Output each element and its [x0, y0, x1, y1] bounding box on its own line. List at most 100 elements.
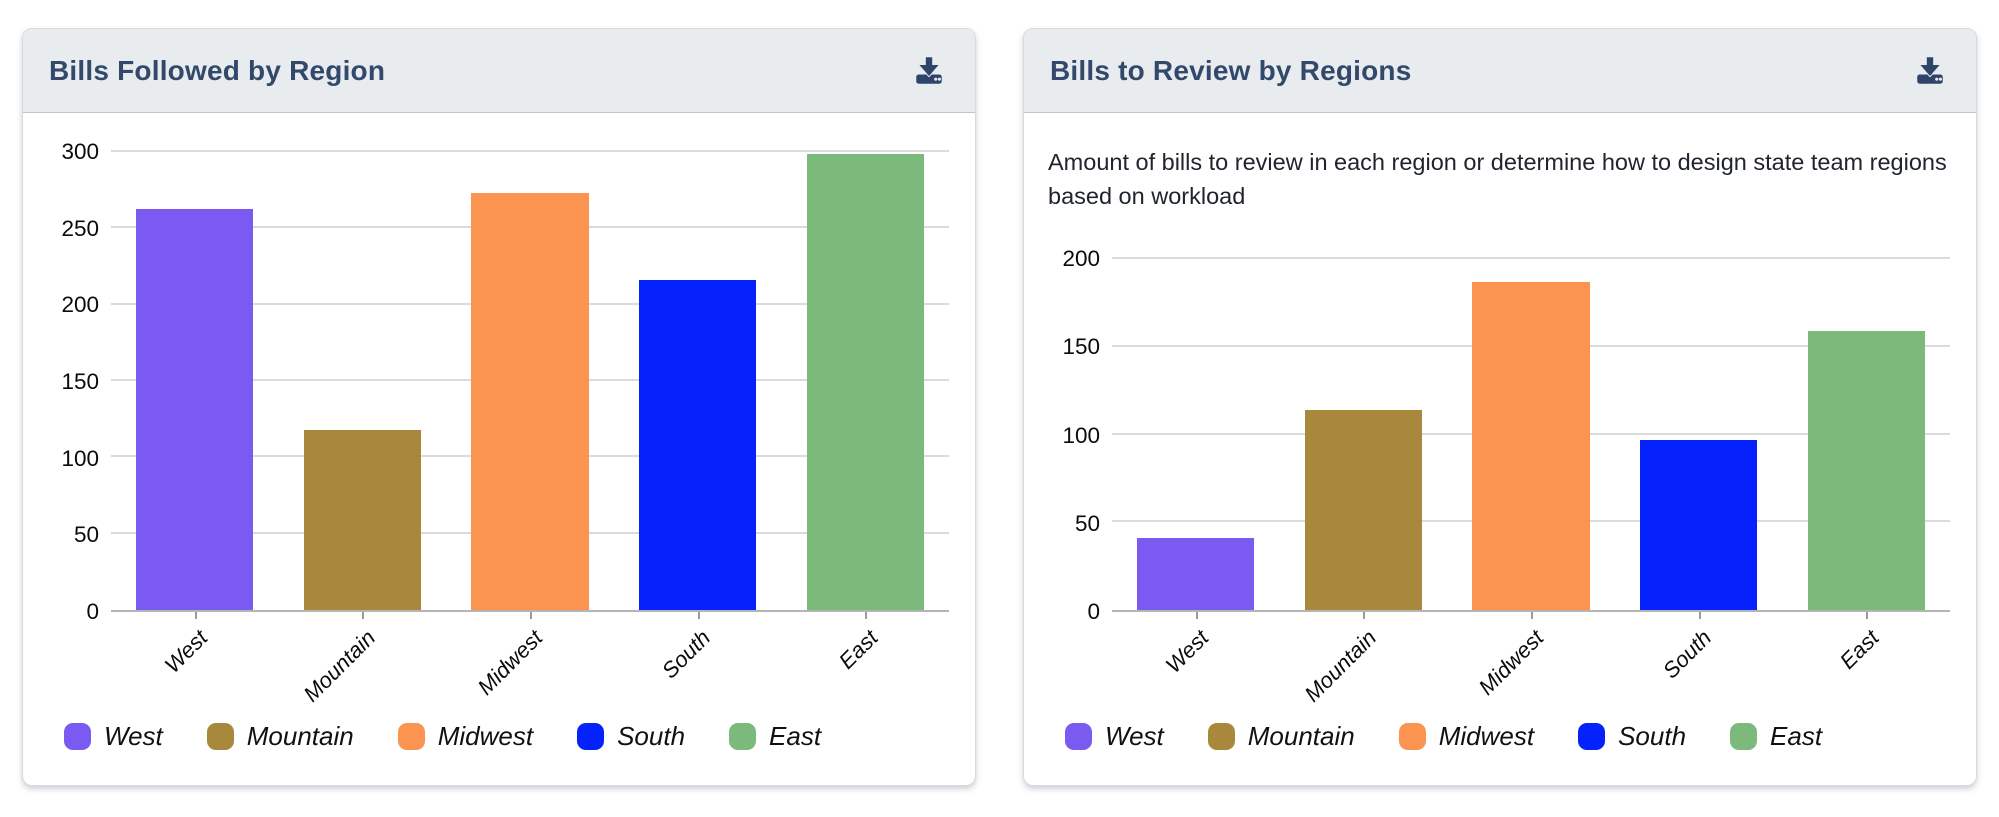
x-tick-label: South [1657, 625, 1717, 684]
y-tick-label: 150 [61, 369, 99, 394]
gridline [111, 150, 949, 152]
x-axis: West Mountain Midwest South East [1112, 612, 1950, 715]
legend-swatch [397, 723, 425, 750]
legend-label: South [1618, 721, 1687, 751]
band-west [111, 152, 279, 610]
legend-item-mountain: Mountain [206, 721, 354, 752]
legend-swatch [1065, 723, 1092, 750]
legend-swatch [64, 723, 91, 750]
gridline [1112, 257, 1950, 259]
legend-item-south: South [577, 721, 685, 752]
x-cell: Mountain [1280, 612, 1448, 715]
chart-title: Bills to Review by Regions [1050, 54, 1412, 86]
bar-chart-bills-to-review: 0 50 100 150 200 West Mountain Midwest South Eas… [1044, 246, 1950, 752]
download-button[interactable] [909, 51, 949, 91]
x-cell: South [1615, 612, 1783, 715]
charts-dashboard: Bills Followed by Region 0 50 100 150 200 250… [22, 28, 1977, 786]
y-tick-label: 50 [1074, 510, 1100, 536]
download-button[interactable] [1910, 51, 1950, 91]
x-axis-spacer [1044, 612, 1112, 715]
legend: West Mountain Midwest South East [1065, 721, 1950, 752]
x-cell: Mountain [279, 612, 447, 715]
x-tick-label: Midwest [472, 625, 548, 700]
plot-area [1112, 257, 1950, 612]
x-cell: East [1782, 612, 1950, 715]
band-east [1782, 259, 1950, 610]
legend-label: Mountain [1247, 721, 1355, 751]
x-tick-label: South [656, 625, 716, 684]
bar-south[interactable] [1639, 439, 1758, 610]
legend-item-south: South [1578, 721, 1686, 752]
plot-area [111, 150, 949, 612]
axis-tick [1530, 612, 1533, 619]
axis-tick [1698, 612, 1701, 619]
x-cell: Midwest [446, 612, 614, 715]
x-axis-spacer [43, 612, 111, 715]
chart-card-bills-followed: Bills Followed by Region 0 50 100 150 200 250… [22, 28, 976, 786]
legend-item-west: West [64, 721, 163, 752]
x-tick-label: West [1160, 625, 1214, 678]
legend-swatch [1730, 723, 1758, 750]
y-tick-label: 100 [61, 445, 99, 471]
legend-label: West [1105, 721, 1164, 751]
y-axis: 0 50 100 150 200 [1044, 246, 1112, 624]
legend-label: South [617, 721, 686, 751]
x-tick-label: Midwest [1473, 625, 1549, 700]
legend-swatch [1578, 723, 1606, 750]
y-tick-label: 300 [61, 139, 99, 164]
band-east [781, 152, 949, 610]
plot-bands [1112, 259, 1950, 610]
y-tick-label: 0 [86, 599, 99, 624]
bar-west[interactable] [1137, 538, 1255, 610]
y-axis: 0 50 100 150 200 250 300 [43, 139, 111, 624]
bar-midwest[interactable] [471, 193, 589, 610]
legend-item-mountain: Mountain [1207, 721, 1355, 752]
bar-mountain[interactable] [303, 429, 422, 610]
x-tick-label: East [834, 625, 883, 674]
y-tick-label: 150 [1062, 334, 1100, 360]
x-axis: West Mountain Midwest South East [111, 612, 949, 715]
legend-label: Mountain [246, 721, 354, 751]
axis-tick [1363, 612, 1366, 619]
y-tick-label: 100 [1062, 422, 1100, 448]
band-west [1112, 259, 1280, 610]
bar-east[interactable] [1807, 330, 1925, 610]
axis-tick [194, 612, 197, 619]
x-cell: West [1112, 612, 1280, 715]
chart-card-bills-to-review: Bills to Review by Regions Amount of bil… [1023, 28, 1977, 786]
legend-item-midwest: Midwest [397, 721, 534, 752]
chart-body: 0 50 100 150 200 250 300 West Mountain Midwest So… [23, 139, 975, 752]
bar-south[interactable] [638, 280, 757, 610]
band-mountain [279, 152, 447, 610]
download-icon [916, 55, 942, 84]
bar-west[interactable] [136, 208, 254, 610]
band-midwest [446, 152, 614, 610]
bar-mountain[interactable] [1304, 409, 1423, 610]
bar-east[interactable] [806, 153, 924, 610]
chart-title: Bills Followed by Region [49, 54, 386, 86]
y-tick-label: 250 [61, 215, 99, 241]
x-cell: Midwest [1447, 612, 1615, 715]
bar-midwest[interactable] [1472, 281, 1590, 610]
band-south [1615, 259, 1783, 610]
band-midwest [1447, 259, 1615, 610]
card-header: Bills to Review by Regions [1024, 29, 1976, 113]
axis-tick [362, 612, 365, 619]
axis-tick [1866, 612, 1869, 619]
x-cell: West [111, 612, 279, 715]
band-mountain [1280, 259, 1448, 610]
legend-item-east: East [1730, 721, 1822, 752]
legend-label: Midwest [437, 721, 534, 751]
legend-label: West [104, 721, 163, 751]
legend-item-east: East [729, 721, 821, 752]
card-header: Bills Followed by Region [23, 29, 975, 113]
y-tick-label: 200 [1062, 246, 1100, 271]
y-tick-label: 0 [1087, 599, 1100, 624]
chart-body: Amount of bills to review in each region… [1024, 145, 1976, 752]
y-tick-label: 200 [61, 292, 99, 318]
legend-swatch [729, 723, 757, 750]
band-south [614, 152, 782, 610]
x-tick-label: West [159, 625, 213, 678]
download-icon [1917, 55, 1943, 84]
legend-swatch [1398, 723, 1426, 750]
